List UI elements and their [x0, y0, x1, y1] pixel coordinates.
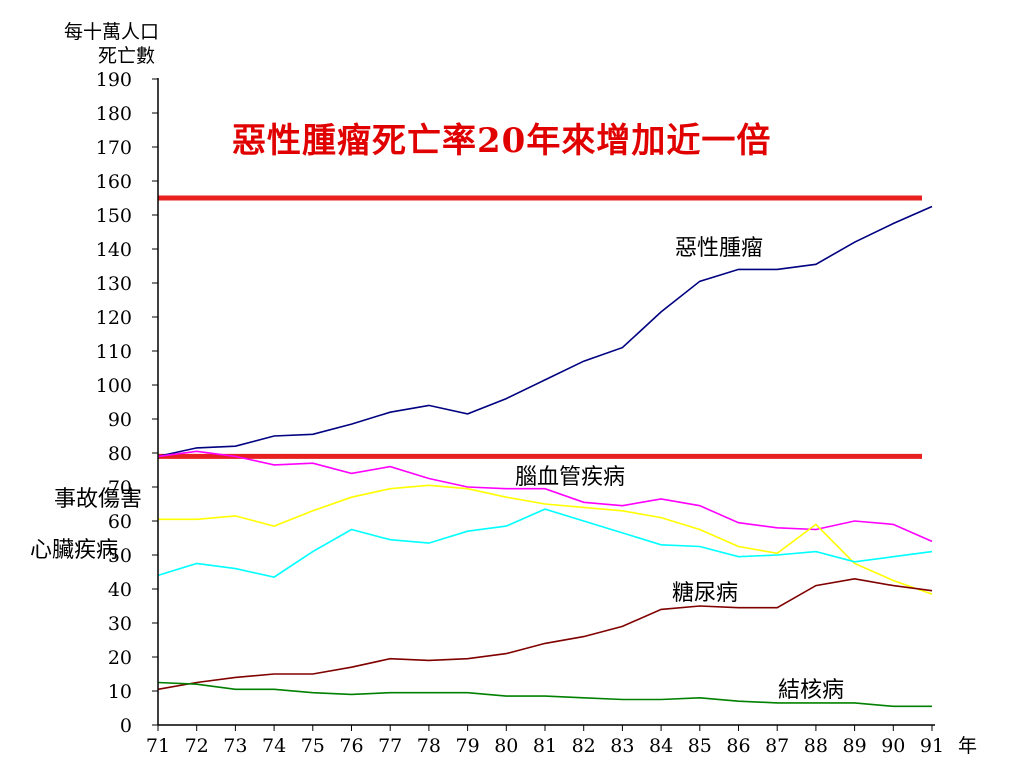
- series-lines: [157, 205, 933, 708]
- y-tick-label: 50: [108, 545, 132, 567]
- y-tick-label: 70: [108, 477, 132, 499]
- y-tick-label: 130: [96, 273, 132, 295]
- series-line-5: [157, 681, 932, 708]
- x-tick-label: 76: [339, 735, 363, 757]
- series-label-1: 腦血管疾病: [515, 465, 625, 490]
- x-tick-label: 72: [185, 735, 209, 757]
- x-tick-label: 79: [456, 735, 480, 757]
- x-tick-label: 75: [301, 735, 325, 757]
- axes: 0 10 20 30 40 50 60 70 80 90 100 110 120 130 140 150 160…: [96, 69, 944, 757]
- series-label-0: 惡性腫瘤: [675, 236, 763, 261]
- y-tick-label: 40: [108, 579, 132, 601]
- y-tick-label: 0: [120, 715, 132, 737]
- x-tick-label: 91: [920, 735, 944, 757]
- x-tick-label: 88: [804, 735, 828, 757]
- y-tick-label: 30: [108, 613, 132, 635]
- y-tick-label: 120: [96, 307, 132, 329]
- series-line-3: [157, 508, 933, 578]
- x-tick-label: 86: [726, 735, 750, 757]
- series-label-5: 結核病: [778, 678, 844, 703]
- x-tick-label: 80: [494, 735, 518, 757]
- y-tick-label: 20: [108, 647, 132, 669]
- series-line-0: [157, 205, 933, 458]
- series-line-4: [157, 577, 933, 691]
- x-tick-label: 74: [262, 735, 286, 757]
- series-line-2: [158, 484, 933, 595]
- reference-lines: [158, 195, 922, 459]
- y-tick-label: 160: [96, 171, 132, 193]
- series-label-2: 事故傷害: [54, 487, 142, 512]
- y-tick-label: 90: [108, 409, 132, 431]
- x-tick-label: 89: [843, 735, 867, 757]
- y-tick-label: 140: [96, 239, 132, 261]
- y-axis-label-line2: 死亡數: [98, 45, 155, 67]
- series-line-1: [157, 450, 933, 543]
- x-tick-label: 73: [223, 735, 247, 757]
- x-tick-label: 78: [417, 735, 441, 757]
- x-tick-label: 84: [649, 735, 673, 757]
- chart-title: 惡性腫瘤死亡率20年來增加近一倍: [232, 121, 771, 161]
- y-tick-label: 10: [108, 681, 132, 703]
- y-tick-label: 110: [96, 341, 132, 363]
- x-axis-unit: 年: [958, 735, 977, 757]
- x-tick-label: 82: [572, 735, 596, 757]
- x-tick-label: 77: [378, 735, 402, 757]
- y-tick-label: 170: [96, 137, 132, 159]
- y-tick-label: 190: [96, 69, 132, 91]
- y-tick-label: 80: [108, 443, 132, 465]
- y-tick-label: 60: [108, 511, 132, 533]
- x-tick-label: 85: [688, 735, 712, 757]
- x-tick-label: 87: [765, 735, 789, 757]
- x-tick-label: 90: [881, 735, 905, 757]
- y-tick-label: 100: [96, 375, 132, 397]
- y-tick-label: 180: [96, 103, 132, 125]
- y-tick-label: 150: [96, 205, 132, 227]
- x-tick-label: 83: [610, 735, 634, 757]
- y-axis-label-line1: 每十萬人口: [64, 21, 159, 43]
- x-tick-label: 71: [146, 735, 170, 757]
- series-label-3: 心臟疾病: [30, 538, 118, 563]
- series-label-4: 糖尿病: [672, 581, 738, 606]
- x-tick-label: 81: [533, 735, 557, 757]
